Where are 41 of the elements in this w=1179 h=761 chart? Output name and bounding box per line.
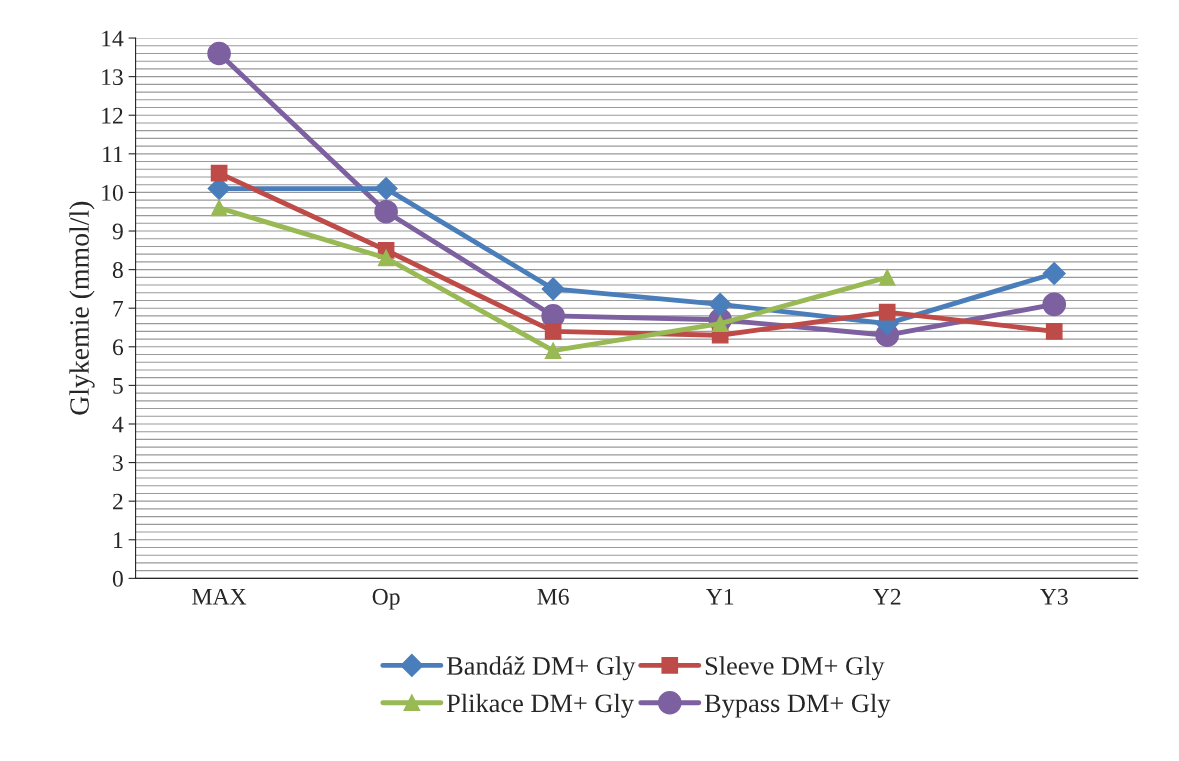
point [1042,261,1066,285]
x-tick-label: Y1 [706,588,734,605]
point [541,277,565,301]
x-tick-label: MAX [192,588,247,605]
point [878,303,896,321]
point [708,292,732,316]
y-tick-label: 7 [113,300,124,317]
y-tick-label: 2 [113,493,123,510]
y-tick-label: 10 [102,184,123,201]
x-tick-label: Y3 [1040,588,1068,605]
legend-label: Sleeve DM+ Gly [705,656,885,681]
x-tick-label: M6 [537,588,569,605]
legend-label: Bypass DM+ Gly [704,693,891,718]
point [544,342,562,359]
point [374,199,398,224]
point [878,268,896,286]
point [1042,292,1067,317]
y-tick-label: 5 [113,378,123,394]
point [377,249,395,267]
x-tick-label: Op [372,588,400,610]
y-tick-label: 9 [112,223,123,240]
y-tick-label: 13 [102,69,123,86]
y-tick-label: 11 [103,146,123,163]
y-tick-label: 6 [112,339,124,356]
point [210,164,228,182]
point [1045,323,1063,340]
point [544,323,562,340]
y-tick-label: 14 [102,30,124,47]
y-tick-label: 8 [112,262,123,279]
point [207,41,231,66]
y-tick-label: 12 [102,107,123,124]
y-axis-title: Glykemie (mmol/l) [69,201,95,415]
x-tick-label: Y2 [873,588,901,605]
y-tick-label: 3 [113,455,123,471]
legend-label: Bandáž DM+ Gly [446,656,636,681]
y-tick-label: 4 [112,416,124,433]
y-tick-label: 1 [114,532,123,548]
point [374,177,398,201]
y-tick-label: 0 [112,570,123,587]
legend-label: Plikace DM+ Gly [446,693,634,718]
point [210,199,228,217]
